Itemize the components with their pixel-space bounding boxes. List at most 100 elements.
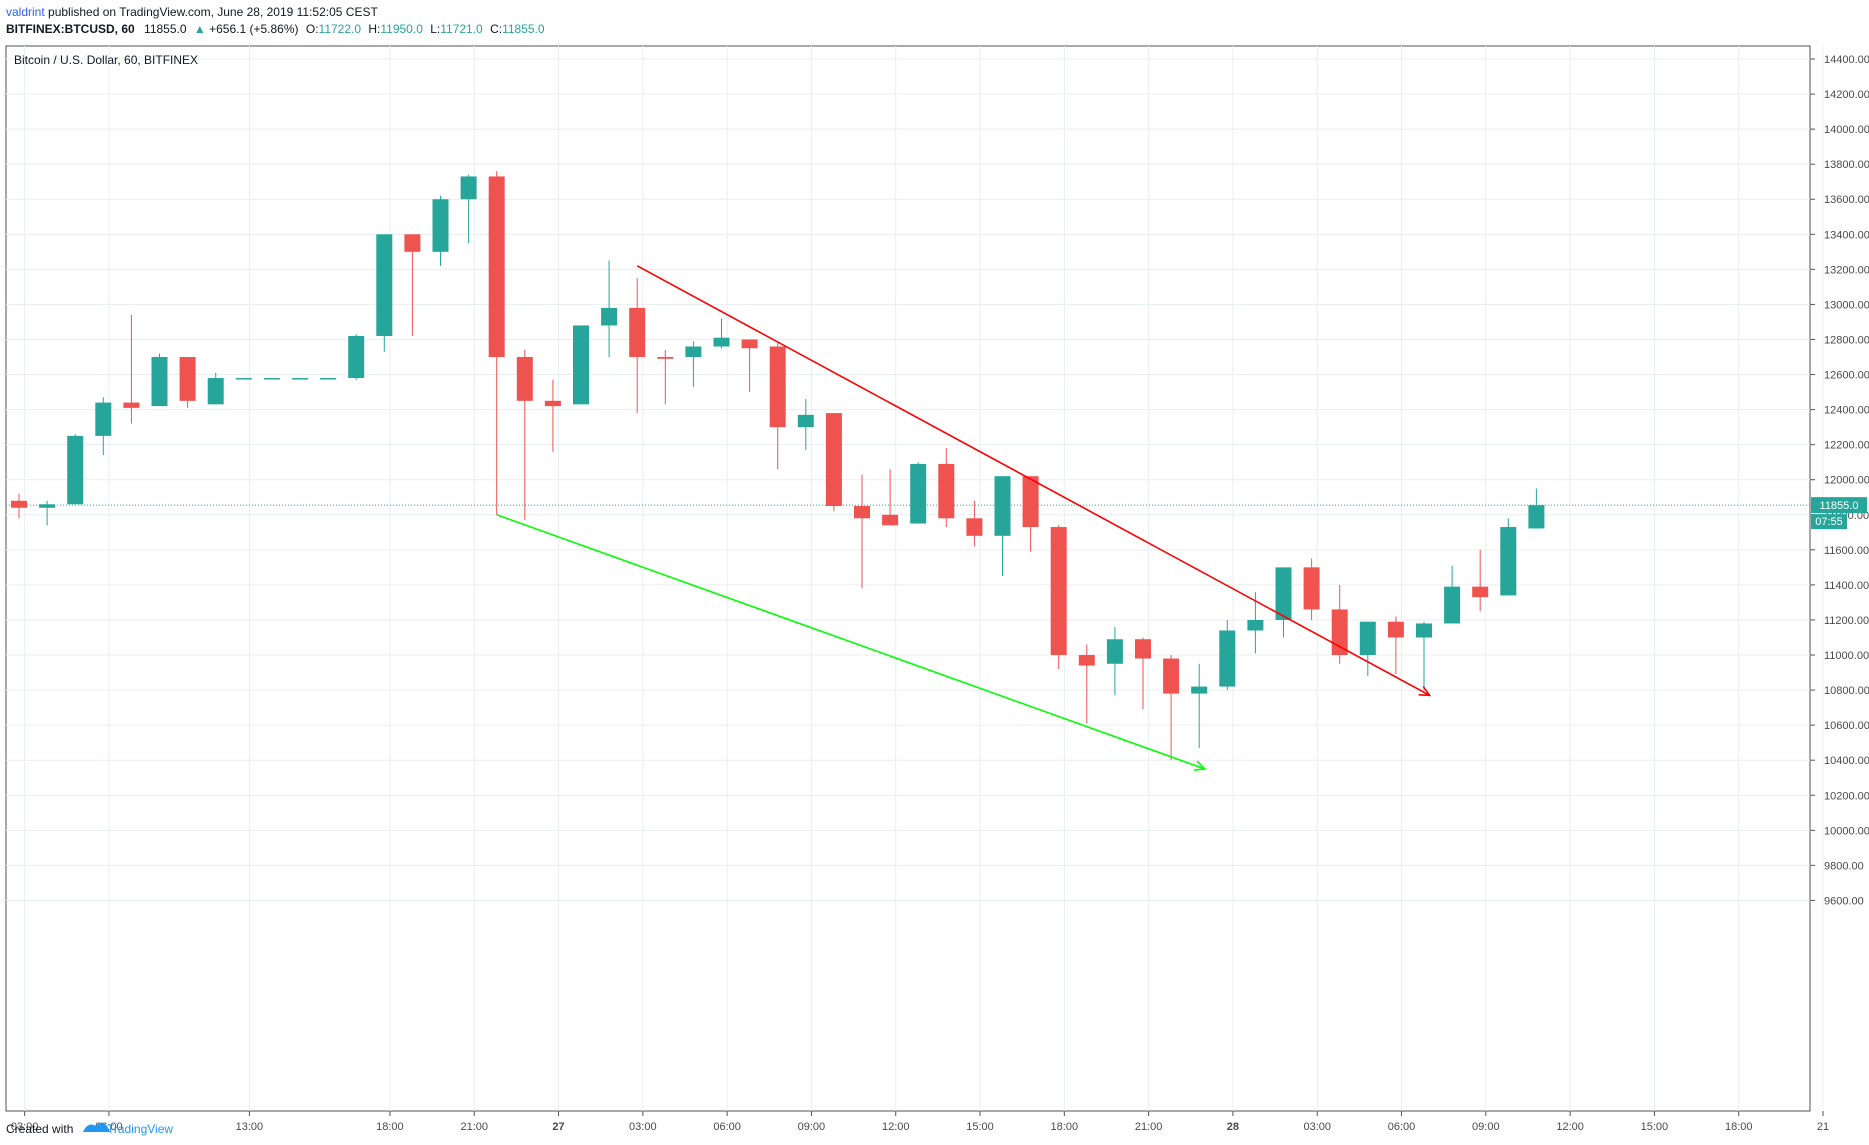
x-tick-label: 09:00 (1472, 1121, 1500, 1133)
candle (320, 378, 337, 380)
candle (1191, 663, 1208, 748)
candle (1359, 621, 1376, 677)
candle-body (1022, 476, 1039, 528)
close-label: C: (490, 22, 502, 36)
candle-body (825, 413, 842, 507)
candle-body (629, 307, 646, 358)
x-tick-label: 15:00 (966, 1121, 994, 1133)
change-arrow-icon: ▲ (194, 22, 206, 36)
candle-body (1416, 623, 1432, 638)
y-tick-label: 10800.00 (1824, 685, 1869, 697)
candle-body (1219, 630, 1236, 687)
candle (460, 174, 477, 244)
candle-body (544, 400, 561, 407)
candle (713, 318, 730, 349)
candle-body (966, 518, 983, 536)
candle (376, 234, 393, 352)
candle (1247, 591, 1264, 654)
candle-body (292, 378, 308, 380)
candle-body (1191, 686, 1208, 694)
x-tick-label: 27 (552, 1121, 564, 1133)
countdown-label: 07:55 (1815, 516, 1843, 528)
candle-body (1135, 639, 1151, 659)
y-tick-label: 14000.00 (1824, 124, 1869, 136)
candle-body (910, 463, 927, 524)
candle-body (713, 337, 730, 347)
ticker-line: BITFINEX:BTCUSD, 60 11855.0 ▲ +656.1 (+5… (6, 22, 545, 36)
candle-body (376, 234, 393, 336)
x-tick-label: 06:00 (713, 1121, 741, 1133)
candle (39, 500, 56, 526)
candle-body (741, 339, 758, 349)
y-tick-label: 13200.00 (1824, 264, 1869, 276)
y-tick-label: 9800.00 (1824, 860, 1864, 872)
y-tick-label: 12000.00 (1824, 475, 1869, 487)
y-tick-label: 14200.00 (1824, 89, 1869, 101)
trendline-green (496, 514, 1206, 770)
candle-body (601, 307, 618, 326)
trendline-arrowhead-red (1418, 685, 1432, 697)
candle (1416, 621, 1432, 691)
candle (1022, 476, 1039, 552)
candle-body (207, 378, 224, 405)
high-value: 11950.0 (380, 22, 423, 36)
ticker-change: +656.1 (+5.86%) (209, 22, 298, 36)
candle (629, 278, 646, 414)
y-tick-label: 14400.00 (1824, 54, 1869, 66)
tradingview-logo-icon (83, 1122, 110, 1132)
y-tick-label: 11000.00 (1824, 650, 1869, 662)
y-tick-label: 11400.00 (1824, 580, 1869, 592)
y-tick-label: 12600.00 (1824, 370, 1869, 382)
candle (769, 342, 786, 470)
footer-brand[interactable]: TradingView (107, 1122, 173, 1136)
candle (1050, 525, 1067, 670)
candle-body (348, 335, 365, 379)
candle (1331, 584, 1348, 664)
x-tick-label: 13:00 (236, 1121, 264, 1133)
candle-body (1359, 621, 1376, 656)
candle-body (404, 234, 421, 252)
candle (601, 260, 618, 358)
candle (179, 357, 196, 408)
candle-body (488, 176, 505, 358)
candle-body (516, 357, 533, 401)
candle-body (179, 357, 196, 401)
candle-body (39, 504, 56, 508)
candle (994, 476, 1011, 577)
candle-body (1303, 567, 1320, 610)
candle (1163, 655, 1180, 761)
time-axis: 03:00 06:00 13:00 18:00 21:00 27 03:00 06:00 09:… (11, 1111, 1829, 1133)
candle (1303, 558, 1320, 620)
candle (1500, 518, 1517, 596)
x-tick-label: 03:00 (11, 1121, 39, 1133)
candle-body (657, 357, 674, 359)
candle-body (151, 357, 168, 407)
trendline-red (636, 265, 1431, 697)
y-tick-label: 12400.00 (1824, 405, 1869, 417)
candle (432, 195, 449, 266)
high-label: H: (368, 22, 380, 36)
candle (348, 334, 365, 380)
y-tick-label: 9600.00 (1824, 895, 1864, 907)
candle-body (994, 476, 1011, 536)
candle (67, 434, 84, 505)
x-tick-label: 12:00 (1556, 1121, 1584, 1133)
open-value: 11722.0 (319, 22, 362, 36)
candle (966, 500, 983, 547)
candle-body (1387, 621, 1404, 638)
candle (685, 341, 702, 387)
y-tick-label: 13800.00 (1824, 159, 1869, 171)
candle-body (1078, 655, 1095, 666)
candle (544, 379, 561, 452)
candle (95, 397, 112, 456)
candle-body (460, 176, 477, 200)
chart-frame (5, 45, 1811, 1112)
y-tick-label: 13600.00 (1824, 194, 1869, 206)
x-tick-label: 18:00 (376, 1121, 404, 1133)
candle (11, 493, 27, 519)
y-tick-label: 13000.00 (1824, 299, 1869, 311)
x-tick-label: 21 (1817, 1121, 1829, 1133)
candle (1106, 626, 1123, 696)
candle-body (1275, 567, 1292, 620)
